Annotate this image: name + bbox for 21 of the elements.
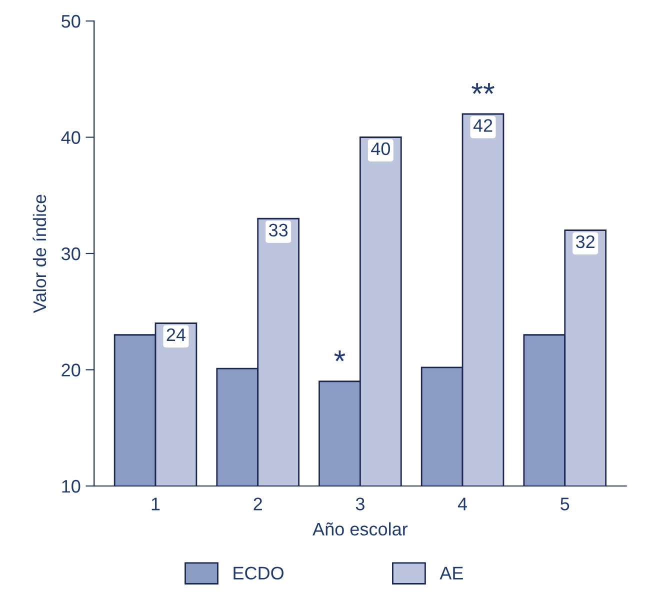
y-tick-label: 20 (62, 364, 80, 376)
data-label: 42 (473, 119, 492, 132)
y-axis-title: Valor de índice (32, 194, 46, 313)
legend-label: AE (440, 566, 463, 580)
annotation: * (334, 350, 346, 362)
y-tick-label: 30 (62, 247, 80, 260)
data-label: 33 (268, 224, 288, 237)
legend-label: ECDO (234, 566, 284, 580)
x-tick-label: 1 (152, 498, 160, 510)
x-axis-title: Año escolar (312, 522, 408, 536)
data-label: 24 (166, 328, 186, 341)
data-label: 40 (371, 142, 390, 156)
y-tick-label: 40 (61, 131, 80, 144)
y-tick-label: 10 (62, 480, 80, 493)
annotation: ** (472, 83, 494, 94)
x-tick-label: 2 (254, 498, 262, 510)
y-tick-label: 50 (62, 14, 80, 28)
x-tick-label: 5 (560, 498, 570, 510)
data-label: 32 (576, 235, 594, 248)
x-tick-label: 4 (458, 498, 468, 510)
x-tick-label: 3 (356, 498, 364, 510)
